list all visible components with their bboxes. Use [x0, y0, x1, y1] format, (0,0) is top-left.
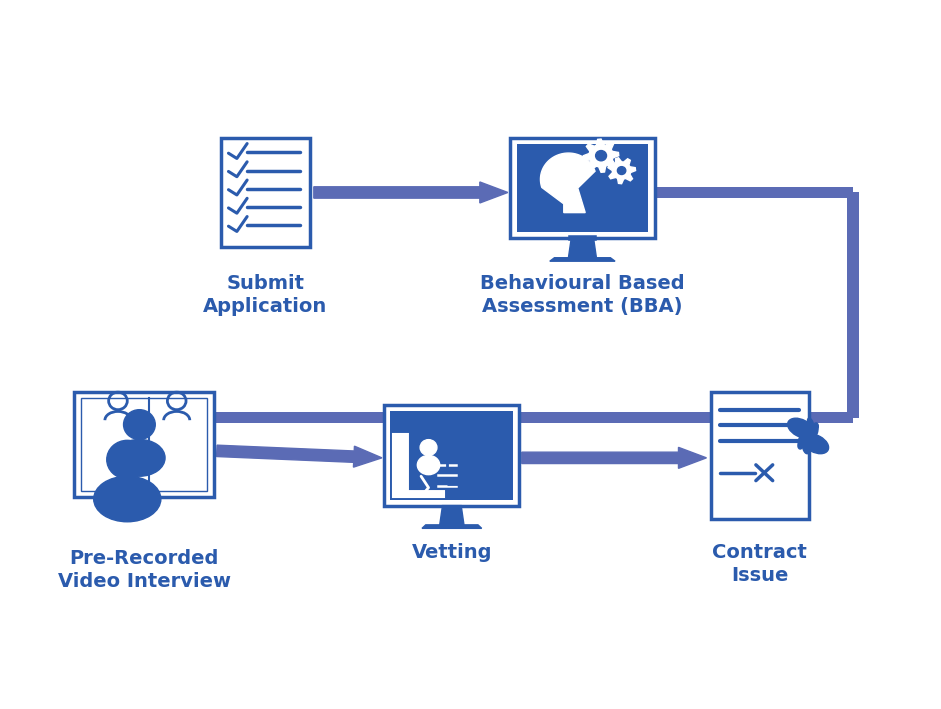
- FancyBboxPatch shape: [510, 138, 655, 238]
- Polygon shape: [133, 391, 155, 423]
- Text: Vetting: Vetting: [411, 543, 492, 562]
- Circle shape: [123, 410, 155, 440]
- Text: Behavioural Based
Assessment (BBA): Behavioural Based Assessment (BBA): [480, 274, 685, 316]
- Circle shape: [617, 167, 626, 174]
- Polygon shape: [439, 506, 464, 525]
- Ellipse shape: [788, 418, 814, 438]
- Ellipse shape: [801, 430, 808, 440]
- Ellipse shape: [798, 435, 805, 444]
- Polygon shape: [568, 238, 597, 257]
- Polygon shape: [540, 153, 595, 213]
- FancyBboxPatch shape: [410, 425, 461, 489]
- Polygon shape: [422, 525, 482, 528]
- FancyBboxPatch shape: [138, 412, 853, 423]
- Polygon shape: [608, 158, 635, 184]
- Polygon shape: [550, 257, 615, 261]
- FancyBboxPatch shape: [517, 144, 648, 233]
- FancyBboxPatch shape: [384, 405, 519, 506]
- Circle shape: [596, 150, 607, 161]
- Ellipse shape: [807, 432, 816, 442]
- FancyBboxPatch shape: [391, 411, 514, 500]
- Ellipse shape: [418, 455, 439, 474]
- Text: Submit
Application: Submit Application: [203, 274, 327, 316]
- Polygon shape: [216, 445, 382, 467]
- Ellipse shape: [803, 434, 829, 454]
- Ellipse shape: [810, 428, 818, 437]
- Ellipse shape: [812, 423, 819, 433]
- FancyBboxPatch shape: [393, 434, 444, 497]
- Text: Contract
Issue: Contract Issue: [712, 543, 807, 586]
- Polygon shape: [313, 182, 508, 203]
- FancyBboxPatch shape: [655, 186, 853, 198]
- FancyBboxPatch shape: [81, 398, 207, 491]
- FancyBboxPatch shape: [847, 192, 859, 418]
- Text: Pre-Recorded
Video Interview: Pre-Recorded Video Interview: [57, 549, 231, 591]
- Ellipse shape: [114, 440, 165, 476]
- Ellipse shape: [94, 476, 161, 522]
- FancyBboxPatch shape: [221, 138, 310, 247]
- Ellipse shape: [804, 428, 813, 437]
- Circle shape: [106, 440, 148, 479]
- Polygon shape: [583, 139, 619, 172]
- Ellipse shape: [804, 435, 812, 444]
- FancyBboxPatch shape: [710, 392, 808, 519]
- FancyBboxPatch shape: [74, 392, 214, 497]
- Ellipse shape: [803, 445, 809, 454]
- Circle shape: [420, 440, 437, 455]
- Ellipse shape: [798, 439, 805, 449]
- Polygon shape: [522, 447, 707, 469]
- Ellipse shape: [807, 418, 813, 428]
